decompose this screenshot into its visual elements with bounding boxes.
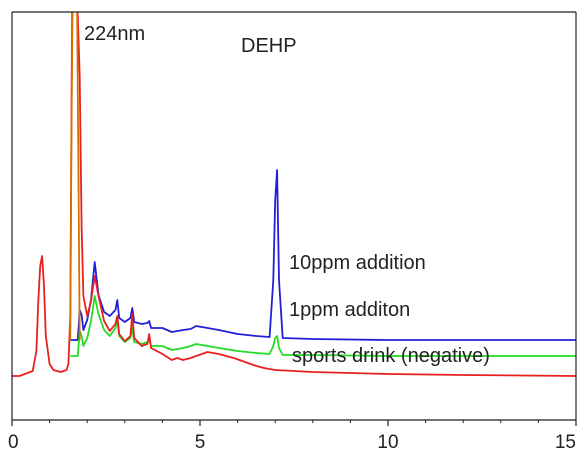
legend-label-1ppm: 1ppm additon xyxy=(289,299,410,321)
series-layer xyxy=(12,12,576,377)
legend-label-negative: sports drink (negative) xyxy=(292,345,490,367)
series-line-0 xyxy=(70,169,576,341)
label-layer: 224nm DEHP 10ppm addition 1ppm additon s… xyxy=(84,23,490,367)
series-line-2 xyxy=(12,12,576,377)
x-tick-label-3: 15 xyxy=(555,432,576,453)
axis-layer xyxy=(11,11,577,421)
wavelength-label: 224nm xyxy=(84,23,145,45)
legend-label-10ppm: 10ppm addition xyxy=(289,252,426,274)
x-tick-label-0: 0 xyxy=(8,432,19,453)
series-line-3 xyxy=(69,12,81,341)
dehp-peak-label: DEHP xyxy=(241,35,297,57)
x-tick-label-2: 10 xyxy=(377,432,398,453)
tick-layer: 0 5 10 15 xyxy=(8,420,577,453)
x-tick-label-1: 5 xyxy=(195,432,206,453)
